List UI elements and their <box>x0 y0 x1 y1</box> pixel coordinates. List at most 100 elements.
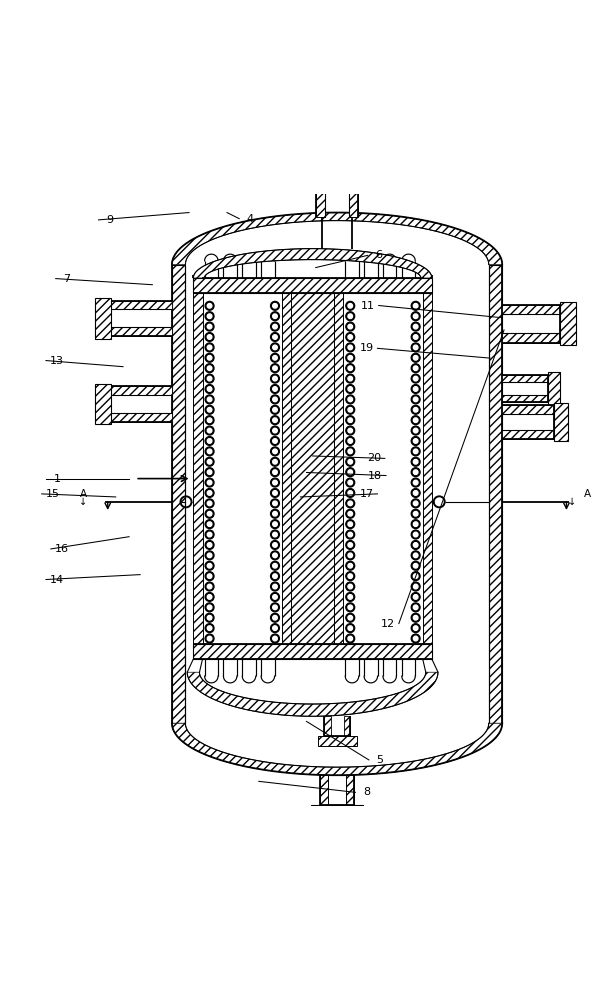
Circle shape <box>346 385 355 393</box>
Circle shape <box>207 387 212 391</box>
Circle shape <box>270 572 280 581</box>
Circle shape <box>411 447 420 456</box>
Circle shape <box>413 553 418 558</box>
Circle shape <box>270 634 280 643</box>
Circle shape <box>207 543 212 547</box>
Circle shape <box>205 374 214 383</box>
Circle shape <box>346 541 355 549</box>
Bar <box>193 644 432 659</box>
Text: 17: 17 <box>359 489 373 499</box>
Circle shape <box>205 426 214 435</box>
Circle shape <box>346 572 355 581</box>
Circle shape <box>348 532 352 537</box>
Circle shape <box>348 543 352 547</box>
Circle shape <box>207 605 212 610</box>
Circle shape <box>411 551 420 560</box>
Circle shape <box>348 356 352 360</box>
Text: 6: 6 <box>375 250 382 260</box>
Circle shape <box>207 584 212 589</box>
Circle shape <box>348 418 352 422</box>
Circle shape <box>413 428 418 433</box>
Circle shape <box>270 385 280 393</box>
Circle shape <box>348 376 352 381</box>
Circle shape <box>207 324 212 329</box>
Circle shape <box>411 385 420 393</box>
Circle shape <box>205 530 214 539</box>
Bar <box>502 395 548 402</box>
Circle shape <box>270 561 280 570</box>
Circle shape <box>348 324 352 329</box>
Circle shape <box>413 459 418 464</box>
Circle shape <box>207 574 212 578</box>
Circle shape <box>270 603 280 612</box>
Circle shape <box>207 491 212 495</box>
Bar <box>193 293 202 644</box>
Circle shape <box>205 593 214 601</box>
Circle shape <box>413 543 418 547</box>
Circle shape <box>346 301 355 310</box>
Circle shape <box>413 511 418 516</box>
Circle shape <box>348 595 352 599</box>
Circle shape <box>270 405 280 414</box>
Circle shape <box>270 499 280 508</box>
Circle shape <box>273 522 277 526</box>
Circle shape <box>348 636 352 641</box>
Circle shape <box>205 478 214 487</box>
Circle shape <box>207 532 212 537</box>
Circle shape <box>413 584 418 589</box>
Circle shape <box>346 603 355 612</box>
Circle shape <box>348 304 352 308</box>
Bar <box>96 298 111 339</box>
Circle shape <box>411 353 420 362</box>
Circle shape <box>348 522 352 526</box>
Circle shape <box>270 520 280 529</box>
Circle shape <box>205 489 214 497</box>
Circle shape <box>270 416 280 425</box>
Polygon shape <box>187 672 438 716</box>
Circle shape <box>273 626 277 630</box>
Circle shape <box>413 563 418 568</box>
Bar <box>282 293 291 644</box>
Circle shape <box>346 478 355 487</box>
Circle shape <box>413 397 418 402</box>
Circle shape <box>346 447 355 456</box>
Circle shape <box>205 582 214 591</box>
Circle shape <box>205 364 214 373</box>
Circle shape <box>411 395 420 404</box>
Circle shape <box>348 501 352 506</box>
Text: ↓: ↓ <box>568 497 577 507</box>
Circle shape <box>207 459 212 464</box>
Bar <box>346 775 354 805</box>
Circle shape <box>411 582 420 591</box>
Circle shape <box>413 636 418 641</box>
Circle shape <box>348 459 352 464</box>
Circle shape <box>348 480 352 485</box>
Circle shape <box>413 304 418 308</box>
Circle shape <box>270 478 280 487</box>
Circle shape <box>270 541 280 549</box>
Bar <box>423 293 432 644</box>
Circle shape <box>411 634 420 643</box>
Circle shape <box>207 397 212 402</box>
Circle shape <box>413 522 418 526</box>
Circle shape <box>413 418 418 422</box>
Circle shape <box>205 624 214 633</box>
Circle shape <box>207 553 212 558</box>
Circle shape <box>411 478 420 487</box>
Circle shape <box>346 624 355 633</box>
Circle shape <box>270 613 280 622</box>
Circle shape <box>273 615 277 620</box>
Circle shape <box>348 470 352 474</box>
Circle shape <box>270 437 280 445</box>
Circle shape <box>273 356 277 360</box>
Circle shape <box>348 335 352 339</box>
Circle shape <box>413 532 418 537</box>
Circle shape <box>207 522 212 526</box>
Circle shape <box>273 418 277 422</box>
Circle shape <box>413 491 418 495</box>
Circle shape <box>207 501 212 506</box>
Circle shape <box>205 395 214 404</box>
Circle shape <box>205 405 214 414</box>
Text: 20: 20 <box>367 453 381 463</box>
Text: 15: 15 <box>46 489 59 499</box>
